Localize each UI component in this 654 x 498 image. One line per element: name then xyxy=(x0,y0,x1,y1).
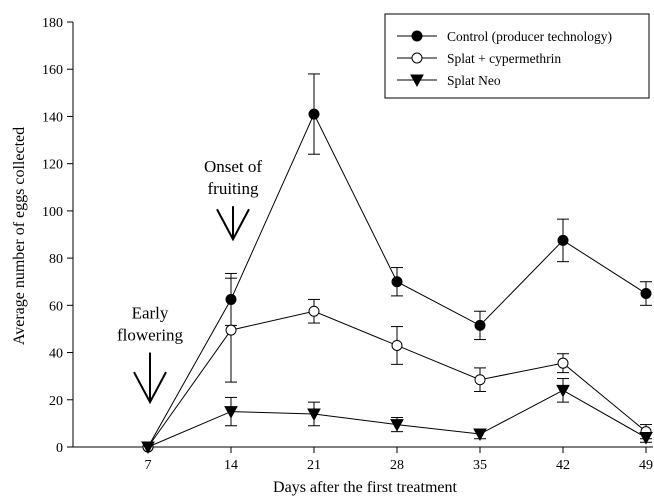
data-point xyxy=(391,339,403,351)
x-axis-ticks: 7 14 21 28 35 42 49 xyxy=(145,447,653,473)
y-tick-label: 120 xyxy=(42,158,63,173)
x-tick-label: 14 xyxy=(224,458,238,473)
data-point xyxy=(640,288,652,300)
annotation-arrow-head xyxy=(133,371,167,405)
data-point xyxy=(308,305,320,317)
data-point xyxy=(390,419,404,432)
annotation-label: Early xyxy=(132,304,169,323)
y-tick-label: 60 xyxy=(49,299,63,314)
data-point xyxy=(307,408,321,421)
annotation-label: flowering xyxy=(117,326,184,345)
axes xyxy=(72,22,653,448)
legend-label: Splat Neo xyxy=(447,73,501,88)
series-2 xyxy=(142,277,652,453)
data-point xyxy=(224,406,238,419)
annotation-arrow-head xyxy=(216,208,250,242)
y-axis-ticks: 0 20 40 60 80 100 120 140 160 180 xyxy=(42,16,73,456)
legend-label: Control (producer technology) xyxy=(447,29,612,44)
y-tick-label: 160 xyxy=(42,63,63,78)
x-axis-title: Days after the first treatment xyxy=(273,479,457,496)
annotation-label: fruiting xyxy=(208,179,259,198)
y-axis-title: Average number of eggs collected xyxy=(11,127,28,345)
data-point xyxy=(391,276,403,288)
y-tick-label: 40 xyxy=(49,347,63,362)
annotation-label: Onset of xyxy=(204,157,262,176)
data-point xyxy=(474,374,486,386)
annotations: Early flowering Onset of fruiting xyxy=(117,157,262,405)
data-point xyxy=(411,52,423,64)
y-tick-label: 0 xyxy=(56,441,63,456)
data-point xyxy=(556,384,570,398)
y-tick-label: 180 xyxy=(42,16,63,31)
data-point xyxy=(474,319,486,331)
x-tick-label: 7 xyxy=(145,458,152,473)
series-1 xyxy=(142,73,652,453)
data-point xyxy=(639,432,653,445)
x-tick-label: 28 xyxy=(390,458,404,473)
data-point xyxy=(411,30,423,42)
y-tick-label: 20 xyxy=(49,394,63,409)
data-point xyxy=(557,357,569,369)
legend: Control (producer technology) Splat + cyp… xyxy=(384,13,650,99)
data-point xyxy=(308,108,320,120)
series-3 xyxy=(141,378,653,455)
y-tick-label: 80 xyxy=(49,252,63,267)
y-tick-label: 140 xyxy=(42,110,63,125)
y-tick-label: 100 xyxy=(42,205,63,220)
legend-label: Splat + cypermethrin xyxy=(447,51,561,66)
data-point xyxy=(225,324,237,336)
x-tick-label: 35 xyxy=(473,458,487,473)
data-point xyxy=(410,74,424,88)
series-group xyxy=(141,73,653,455)
x-tick-label: 21 xyxy=(307,458,321,473)
legend-box xyxy=(384,13,650,99)
data-point xyxy=(473,428,487,442)
x-tick-label: 42 xyxy=(556,458,570,473)
x-tick-label: 49 xyxy=(639,458,653,473)
data-point xyxy=(557,234,569,246)
data-point xyxy=(141,441,155,455)
